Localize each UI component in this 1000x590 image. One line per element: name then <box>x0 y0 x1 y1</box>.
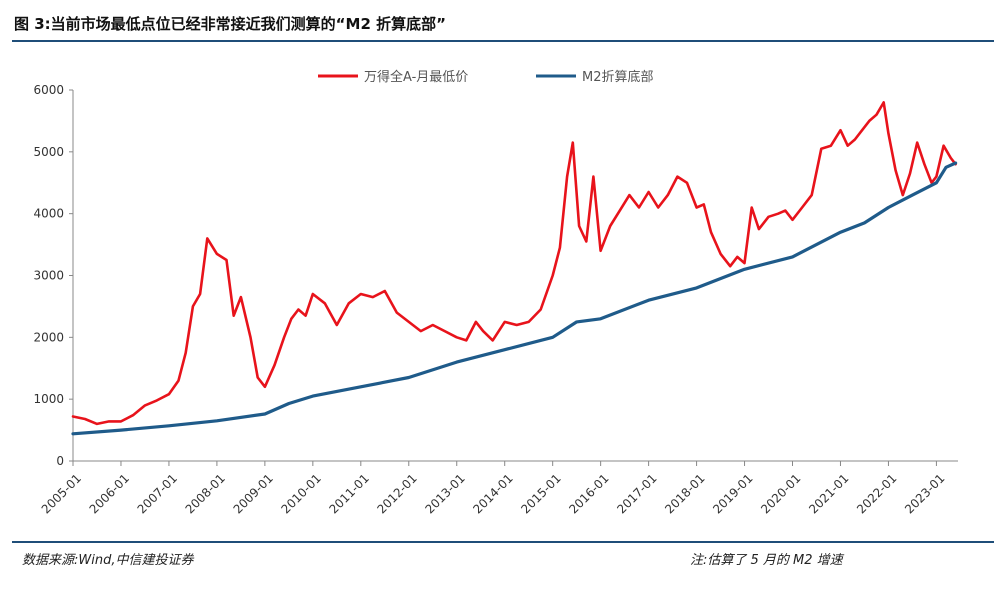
y-tick-label: 1000 <box>33 392 64 406</box>
x-tick-label: 2022-01 <box>854 471 899 516</box>
x-tick-label: 2012-01 <box>374 471 419 516</box>
x-tick-label: 2008-01 <box>183 471 228 516</box>
x-tick-label: 2018-01 <box>662 471 707 516</box>
x-tick-label: 2006-01 <box>87 471 132 516</box>
x-tick-label: 2014-01 <box>470 471 515 516</box>
x-tick-label: 2017-01 <box>614 471 659 516</box>
legend-label-2: M2折算底部 <box>582 69 654 85</box>
x-tick-label: 2019-01 <box>710 471 755 516</box>
y-tick-label: 6000 <box>33 83 64 97</box>
x-tick-label: 2007-01 <box>135 471 180 516</box>
y-tick-label: 2000 <box>33 330 64 344</box>
x-tick-label: 2009-01 <box>231 471 276 516</box>
x-tick-label: 2010-01 <box>279 471 324 516</box>
x-tick-label: 2011-01 <box>327 471 372 516</box>
footnote: 注:估算了 5 月的 M2 增速 <box>690 553 843 568</box>
top-divider <box>12 40 994 42</box>
x-tick-label: 2020-01 <box>758 471 803 516</box>
x-tick-label: 2016-01 <box>566 471 611 516</box>
y-tick-label: 3000 <box>33 269 64 283</box>
y-tick-label: 5000 <box>33 145 64 159</box>
chart-series <box>71 101 958 436</box>
x-tick-label: 2021-01 <box>806 471 851 516</box>
source-note: 数据来源:Wind,中信建投证券 <box>22 553 194 568</box>
y-tick-label: 4000 <box>33 207 64 221</box>
bottom-divider <box>12 541 994 543</box>
figure-title: 图 3:当前市场最低点位已经非常接近我们测算的“M2 折算底部” <box>14 15 446 33</box>
x-tick-label: 2013-01 <box>422 471 467 516</box>
series-line-1 <box>71 101 957 426</box>
chart-legend: 万得全A-月最低价 M2折算底部 <box>318 69 654 85</box>
x-tick-label: 2015-01 <box>518 471 563 516</box>
x-tick-label: 2005-01 <box>39 471 84 516</box>
legend-label-1: 万得全A-月最低价 <box>364 69 468 85</box>
series-line-2 <box>71 161 958 436</box>
x-tick-label: 2023-01 <box>902 471 947 516</box>
y-tick-label: 0 <box>56 454 64 468</box>
